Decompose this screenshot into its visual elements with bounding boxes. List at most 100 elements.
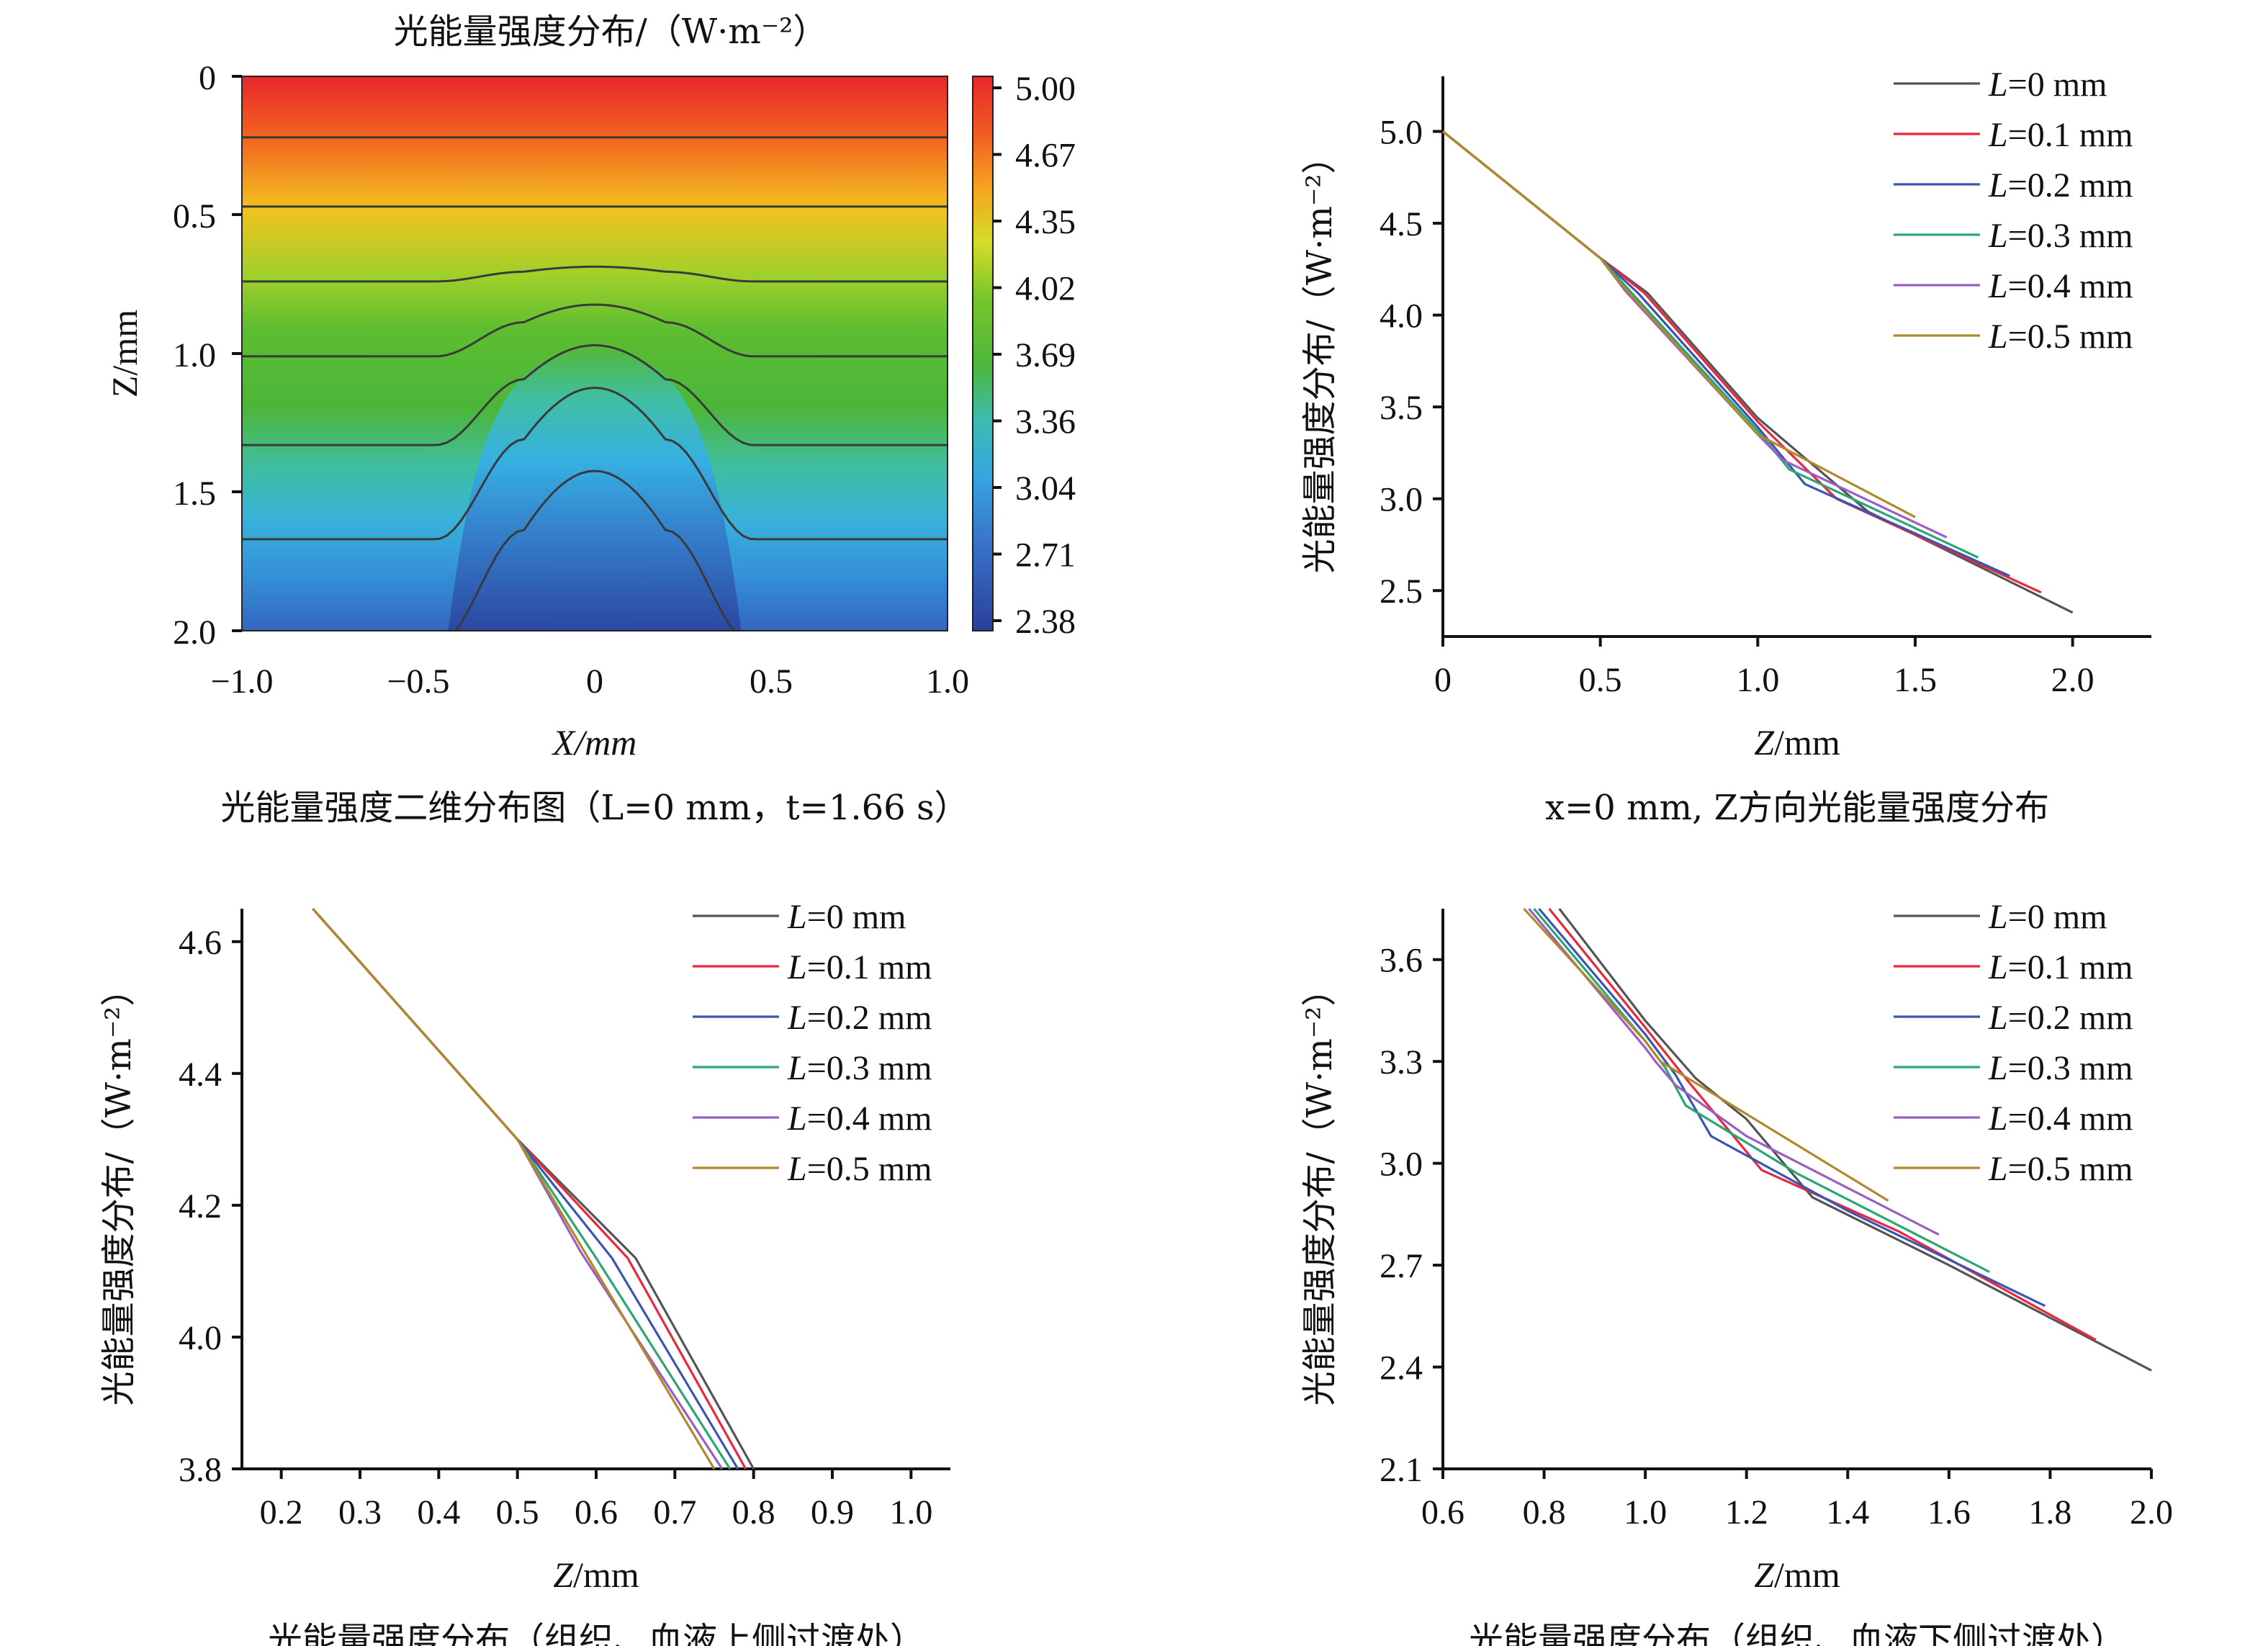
ytick-label: 1.0 (173, 336, 216, 374)
legend: L=0 mm L=0.1 mm L=0.2 mm L=0.3 mm L=0.4 mm L=… (693, 898, 932, 1188)
colorbar-labels: 5.00 4.67 4.35 4.02 3.69 3.36 3.04 2.71 2.38 (993, 70, 1076, 641)
legend-label: L=0.5 mm (787, 1150, 932, 1188)
ytick-label: 4.0 (179, 1319, 222, 1357)
xtick-label: 0 (1434, 661, 1452, 699)
contour-line (242, 303, 948, 358)
panel-caption: x=0 mm, Z方向光能量强度分布 (1545, 788, 2049, 828)
series-line (1533, 907, 1990, 1273)
panel-a: 光能量强度分布/（W·m⁻²） 0 0.5 1.0 1.5 2.0 −1.0 −… (104, 12, 1076, 828)
colorbar-label: 4.67 (1015, 137, 1076, 175)
panel-caption: 光能量强度分布（组织、血液下侧过渡处） (1469, 1620, 2125, 1646)
legend-label: L=0.4 mm (787, 1099, 932, 1138)
xtick-label: −0.5 (387, 662, 449, 701)
xtick-label: 0.5 (496, 1493, 539, 1532)
xtick-label: 0.7 (653, 1493, 696, 1532)
heatmap-x-ticks: −1.0 −0.5 0 0.5 1.0 (210, 662, 969, 701)
colorbar-label: 4.02 (1015, 270, 1076, 308)
ytick-label: 5.0 (1380, 114, 1423, 152)
panel-b: 2.53.03.54.04.55.00 0.5 1.0 1.5 2.0L=0 mmL=0… (1300, 66, 2151, 828)
axes (240, 909, 950, 1470)
ytick-label: 0.5 (173, 197, 216, 235)
ytick-label: 3.3 (1380, 1043, 1423, 1081)
contour-line (242, 265, 948, 283)
blood-vessel-region (448, 348, 742, 631)
xtick-label: 1.5 (1894, 661, 1937, 699)
legend-label: L=0.3 mm (787, 1049, 932, 1087)
colorbar-label: 5.00 (1015, 70, 1076, 108)
legend-label: L=0.2 mm (787, 999, 932, 1037)
colorbar-label: 2.71 (1015, 536, 1076, 575)
colorbar-label: 3.69 (1015, 336, 1076, 374)
series-line (312, 907, 739, 1470)
xtick-label: 0.8 (1523, 1493, 1566, 1532)
series-line (1528, 907, 1940, 1236)
ytick-label: 0 (199, 59, 216, 97)
ytick-label: 4.6 (179, 924, 222, 962)
heatmap-x-label: X/mm (552, 722, 637, 763)
xtick-label: 1.0 (1624, 1493, 1667, 1532)
xtick-label: 0.6 (575, 1493, 618, 1532)
xtick-label: 1.0 (926, 662, 969, 701)
xtick-label: −1.0 (210, 662, 273, 701)
x-axis-label: Z/mm (1754, 1555, 1840, 1595)
ytick-label: 1.5 (173, 475, 216, 513)
heatmap-caption: 光能量强度二维分布图（L=0 mm，t=1.66 s） (220, 788, 968, 828)
series-line (1538, 907, 2046, 1308)
legend-label: L=0.1 mm (1988, 116, 2133, 154)
ytick-label: 2.7 (1380, 1247, 1423, 1285)
legend-label: L=0.4 mm (1988, 267, 2133, 305)
ytick-label: 4.4 (179, 1056, 222, 1094)
legend-label: L=0 mm (787, 898, 906, 936)
xtick-label: 0.8 (732, 1493, 775, 1532)
xtick-label: 2.0 (2130, 1493, 2173, 1532)
colorbar-label: 3.36 (1015, 403, 1076, 441)
legend: L=0 mm L=0.1 mm L=0.2 mm L=0.3 mm L=0.4 mm L=… (1894, 66, 2133, 356)
xtick-label: 0.9 (811, 1493, 854, 1532)
contour-line (242, 343, 948, 446)
xtick-label: 1.0 (1736, 661, 1779, 699)
ytick-label: 3.0 (1380, 481, 1423, 519)
series-line (1441, 130, 2074, 614)
legend-label: L=0.3 mm (1988, 1049, 2133, 1087)
y-axis-label: 光能量强度分布/（W·m⁻²） (1300, 972, 1340, 1406)
legend: L=0 mm L=0.1 mm L=0.2 mm L=0.3 mm L=0.4 mm L=… (1894, 898, 2133, 1188)
contour-line (454, 469, 735, 631)
ytick-label: 2.0 (173, 613, 216, 652)
heatmap-y-label: Z/mm (104, 310, 145, 397)
x-axis-label: Z/mm (553, 1555, 639, 1595)
xtick-label: 1.2 (1725, 1493, 1768, 1532)
legend-label: L=0.5 mm (1988, 1150, 2133, 1188)
ytick-label: 4.5 (1380, 205, 1423, 243)
series-line (1441, 130, 1916, 518)
xtick-label: 0.5 (750, 662, 793, 701)
legend-label: L=0.1 mm (1988, 948, 2133, 986)
colorbar-label: 2.38 (1015, 603, 1076, 641)
xtick-label: 1.4 (1826, 1493, 1869, 1532)
heatmap-y-ticks: 0 0.5 1.0 1.5 2.0 (173, 59, 242, 652)
legend-label: L=0.3 mm (1988, 217, 2133, 255)
ytick-label: 2.4 (1380, 1349, 1423, 1388)
panel-d: 2.1 2.4 2.7 3.0 3.3 3.6 0.6 0.8 1.0 1.2 1.4 1.6 1.8 2… (1300, 898, 2173, 1646)
contour-lines (242, 136, 948, 631)
legend-label: L=0.5 mm (1988, 318, 2133, 356)
legend-label: L=0.4 mm (1988, 1099, 2133, 1138)
colorbar-label: 4.35 (1015, 203, 1076, 241)
series-line (312, 907, 716, 1470)
legend-label: L=0.2 mm (1988, 166, 2133, 204)
xtick-label: 0.6 (1421, 1493, 1464, 1532)
panel-caption: 光能量强度分布（组织、血液上侧过渡处） (268, 1620, 924, 1646)
legend-label: L=0 mm (1988, 898, 2107, 936)
xtick-label: 1.8 (2028, 1493, 2071, 1532)
ytick-label: 3.0 (1380, 1146, 1423, 1184)
xtick-label: 2.0 (2051, 661, 2094, 699)
contour-line (242, 386, 948, 541)
series-line (1548, 907, 2097, 1341)
colorbar (972, 76, 994, 631)
x-axis-label: Z/mm (1754, 722, 1840, 763)
xtick-label: 0.4 (417, 1493, 460, 1532)
ytick-label: 3.5 (1380, 389, 1423, 427)
series-line (1441, 130, 2010, 577)
y-axis-label: 光能量强度分布/（W·m⁻²） (99, 972, 139, 1406)
xtick-label: 1.6 (1927, 1493, 1971, 1532)
ytick-label: 3.8 (179, 1451, 222, 1489)
